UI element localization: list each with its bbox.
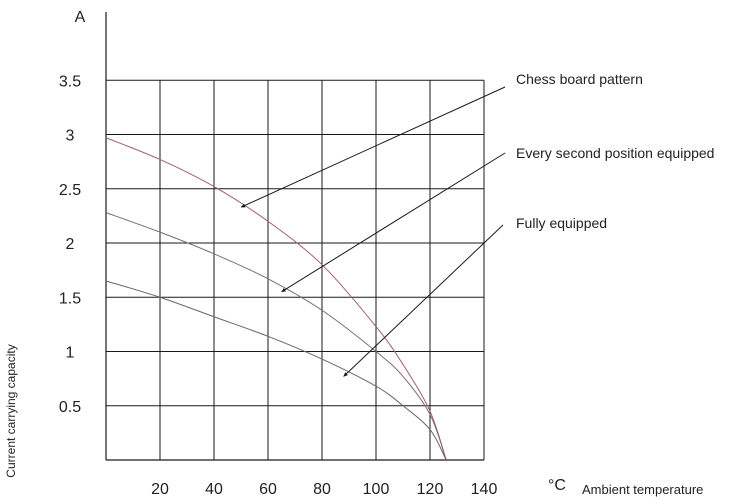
x-tick-label: 40 — [205, 481, 223, 498]
y-tick-label: 1.5 — [59, 290, 81, 307]
y-tick-label: 0.5 — [59, 399, 81, 416]
y-tick-label: 1 — [66, 345, 75, 362]
x-axis-title: Ambient temperature — [582, 482, 703, 497]
series-label-arrow-2 — [343, 224, 504, 377]
x-tick-label: 100 — [363, 481, 390, 498]
series-label-arrow-1 — [281, 152, 506, 293]
tick-labels: 20 40 60 80 100 120 140 0.5 1 1.5 2 2.5 3 3.5 — [59, 73, 498, 498]
axes — [105, 12, 484, 461]
x-tick-label: 120 — [417, 481, 444, 498]
grid — [106, 79, 485, 460]
series-label-2: Fully equipped — [516, 215, 607, 231]
y-axis-title: Current carrying capacity — [4, 344, 18, 477]
y-tick-label: 3 — [66, 128, 75, 145]
series-label-1: Every second position equipped — [516, 145, 714, 161]
x-tick-label: 20 — [151, 481, 169, 498]
y-tick-label: 2.5 — [59, 182, 81, 199]
series-label-arrow-0 — [240, 86, 506, 208]
series-labels: Chess board pattern Every second position… — [240, 71, 714, 377]
series-line-0 — [105, 137, 447, 461]
x-tick-label: 80 — [313, 481, 331, 498]
y-tick-label: 3.5 — [59, 73, 81, 90]
x-tick-label: 60 — [259, 481, 277, 498]
series-label-0: Chess board pattern — [516, 71, 643, 87]
y-unit-label: A — [75, 9, 86, 26]
x-tick-label: 140 — [471, 481, 498, 498]
series-line-1 — [105, 212, 447, 461]
x-unit-label: °C — [548, 477, 566, 494]
y-tick-label: 2 — [66, 236, 75, 253]
series-line-2 — [105, 280, 447, 461]
series-lines — [105, 137, 447, 461]
